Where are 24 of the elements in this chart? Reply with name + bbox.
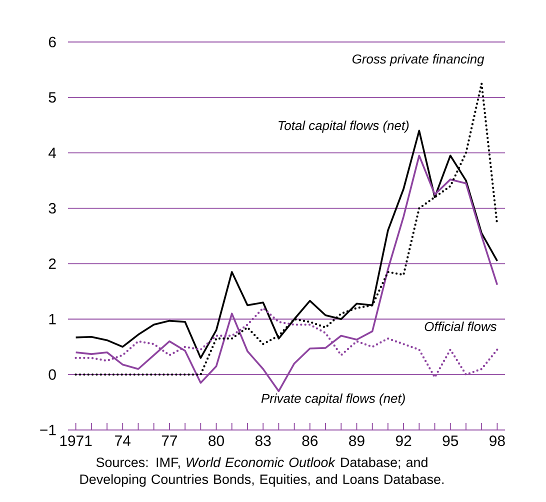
series-label: Gross private financing	[352, 54, 484, 66]
x-tick-label: 89	[349, 436, 364, 446]
x-tick-label: 86	[302, 436, 318, 446]
y-tick-label: 4	[48, 148, 56, 158]
x-tick-label: 95	[442, 436, 458, 446]
y-tick-label: −1	[40, 424, 56, 436]
x-tick-label: 80	[208, 436, 224, 446]
y-tick-label: 3	[48, 202, 56, 214]
series-label: Private capital flows (net)	[261, 393, 405, 406]
x-tick-label: 1971	[60, 436, 92, 446]
x-tick-label: 92	[396, 436, 412, 446]
series-label: Total capital flows (net)	[278, 120, 409, 133]
y-tick-label: 2	[48, 258, 56, 269]
y-tick-label: 6	[48, 36, 56, 48]
x-tick-label: 77	[162, 436, 178, 446]
y-tick-label: 0	[48, 369, 56, 380]
x-tick-label: 98	[490, 436, 505, 446]
source-note: Sources: IMF, World Economic Outlook Database; and Developing Countries Bonds, Equities, and Loans Database.	[80, 457, 444, 487]
x-tick-label: 74	[115, 436, 131, 446]
y-tick-label: 1	[49, 314, 56, 324]
x-tick-label: 83	[255, 436, 271, 446]
series-label: Official flows	[424, 322, 497, 332]
line-series	[74, 154, 498, 392]
y-tick-label: 5	[48, 92, 56, 103]
